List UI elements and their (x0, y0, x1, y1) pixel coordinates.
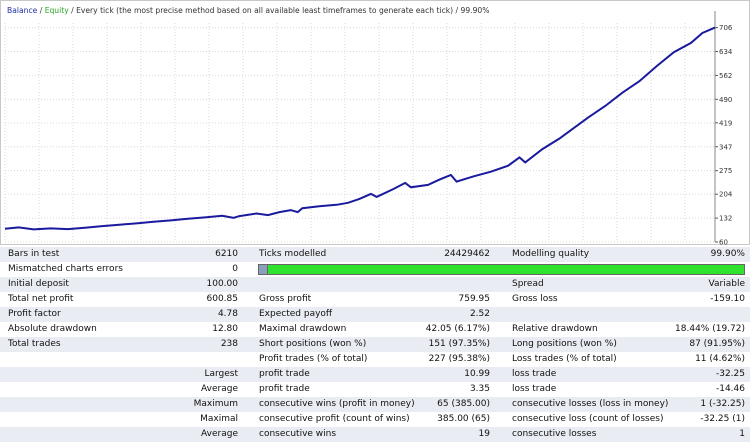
report-row: Largest profit trade 10.99 loss trade -32.25 (0, 367, 750, 382)
report-value: Variable (708, 279, 745, 289)
report-label: Loss trades (% of total) (512, 354, 617, 364)
report-label: consecutive profit (count of wins) (259, 414, 410, 424)
report-label: Average (201, 429, 238, 439)
report-label: Ticks modelled (259, 249, 327, 259)
report-label: Absolute drawdown (8, 324, 97, 334)
report-row: Total trades 238 Short positions (won %) 15… (0, 337, 750, 352)
report-row: Average profit trade 3.35 loss trade -14.46 (0, 382, 750, 397)
report-label: consecutive losses (512, 429, 597, 439)
report-value: 1 (-32.25) (700, 399, 745, 409)
report-label: Gross profit (259, 294, 312, 304)
legend-balance: Balance (7, 6, 38, 15)
report-label: Maximal drawdown (259, 324, 347, 334)
report-value: 100.00 (206, 279, 239, 289)
report-value: -14.46 (715, 384, 745, 394)
report-label: Long positions (won %) (512, 339, 617, 349)
report-value: 42.05 (6.17%) (425, 324, 490, 334)
report-value: 3.35 (469, 384, 490, 394)
y-tick-label: 204 (719, 191, 733, 199)
report-label: Modelling quality (512, 249, 590, 259)
balance-series-line (4, 26, 716, 231)
report-row: Mismatched charts errors 0 (0, 262, 750, 277)
report-value: 385.00 (65) (437, 414, 490, 424)
report-value: 19 (478, 429, 490, 439)
report-row: Initial deposit 100.00 Spread Variable (0, 277, 750, 292)
report-label: consecutive wins (profit in money) (259, 399, 415, 409)
y-tick-label: 490 (719, 96, 732, 104)
report-label: Maximum (193, 399, 238, 409)
legend-separator: / (37, 6, 45, 15)
report-label: loss trade (512, 369, 557, 379)
y-tick-label: 706 (719, 24, 733, 32)
report-value: 18.44% (19.72) (675, 324, 745, 334)
report-label: Profit factor (8, 309, 61, 319)
report-label: Gross loss (512, 294, 558, 304)
report-label: Expected payoff (259, 309, 333, 319)
y-tick-label: 132 (719, 215, 732, 223)
report-label: profit trade (259, 369, 310, 379)
report-label: Relative drawdown (512, 324, 598, 334)
report-value: 99.90% (710, 249, 745, 259)
report-value: 10.99 (464, 369, 490, 379)
legend-equity: Equity (44, 6, 69, 15)
report-value: 2.52 (469, 309, 490, 319)
test-report-table: Bars in test 6210 Ticks modelled 24429462 Mo… (0, 247, 750, 442)
report-value: -32.25 (715, 369, 745, 379)
report-value: 0 (232, 264, 238, 274)
report-value: 24429462 (444, 249, 490, 259)
report-label: Average (201, 384, 238, 394)
report-value: 1 (739, 429, 745, 439)
report-label: Largest (204, 369, 238, 379)
y-tick-label: 562 (719, 72, 732, 80)
report-value: 227 (95.38%) (428, 354, 490, 364)
report-row: Profit trades (% of total) 227 (95.38%) Lo… (0, 352, 750, 367)
report-label: Total trades (8, 339, 61, 349)
y-tick-label: 60 (719, 239, 728, 247)
y-tick-label: 419 (719, 119, 732, 127)
report-row: Maximum consecutive wins (profit in money… (0, 397, 750, 412)
report-value: 151 (97.35%) (428, 339, 490, 349)
report-row: Total net profit 600.85 Gross profit 759.95… (0, 292, 750, 307)
y-tick-label: 634 (719, 48, 733, 56)
report-value: 600.85 (206, 294, 239, 304)
report-row: Profit factor 4.78 Expected payoff 2.52 (0, 307, 750, 322)
legend-description: / Every tick (the most precise method ba… (68, 6, 490, 15)
report-value: 759.95 (458, 294, 491, 304)
report-value: 65 (385.00) (437, 399, 490, 409)
report-row: Maximal consecutive profit (count of wins… (0, 412, 750, 427)
report-value: 87 (91.95%) (689, 339, 745, 349)
y-tick-label: 347 (719, 143, 732, 151)
y-tick-label: 275 (719, 167, 732, 175)
report-label: Spread (512, 279, 544, 289)
report-value: -32.25 (1) (700, 414, 745, 424)
chart-plot: 706 634 562 490 419 347 275 204 132 60 (4, 11, 733, 247)
report-row: Absolute drawdown 12.80 Maximal drawdown 42… (0, 322, 750, 337)
report-value: -159.10 (710, 294, 745, 304)
report-label: consecutive losses (loss in money) (512, 399, 669, 409)
quality-bar-cap (259, 265, 268, 274)
report-label: Total net profit (8, 294, 74, 304)
report-label: Profit trades (% of total) (259, 354, 368, 364)
report-label: loss trade (512, 384, 557, 394)
report-value: 6210 (215, 249, 238, 259)
report-label: consecutive loss (count of losses) (512, 414, 664, 424)
balance-chart: Balance / Equity / Every tick (the most … (0, 0, 750, 247)
report-row: Bars in test 6210 Ticks modelled 24429462 Mo… (0, 247, 750, 262)
modelling-quality-bar (258, 264, 745, 275)
report-value: 238 (220, 339, 238, 349)
report-row: Average consecutive wins 19 consecutive los… (0, 427, 750, 442)
report-label: Mismatched charts errors (8, 264, 123, 274)
report-label: Bars in test (8, 249, 60, 259)
report-value: 12.80 (212, 324, 238, 334)
report-value: 11 (4.62%) (695, 354, 745, 364)
report-label: Short positions (won %) (259, 339, 367, 349)
report-value: 4.78 (217, 309, 238, 319)
report-label: Initial deposit (8, 279, 69, 289)
report-label: consecutive wins (259, 429, 337, 439)
chart-legend: Balance / Equity / Every tick (the most … (7, 6, 489, 15)
report-label: profit trade (259, 384, 310, 394)
report-label: Maximal (200, 414, 238, 424)
